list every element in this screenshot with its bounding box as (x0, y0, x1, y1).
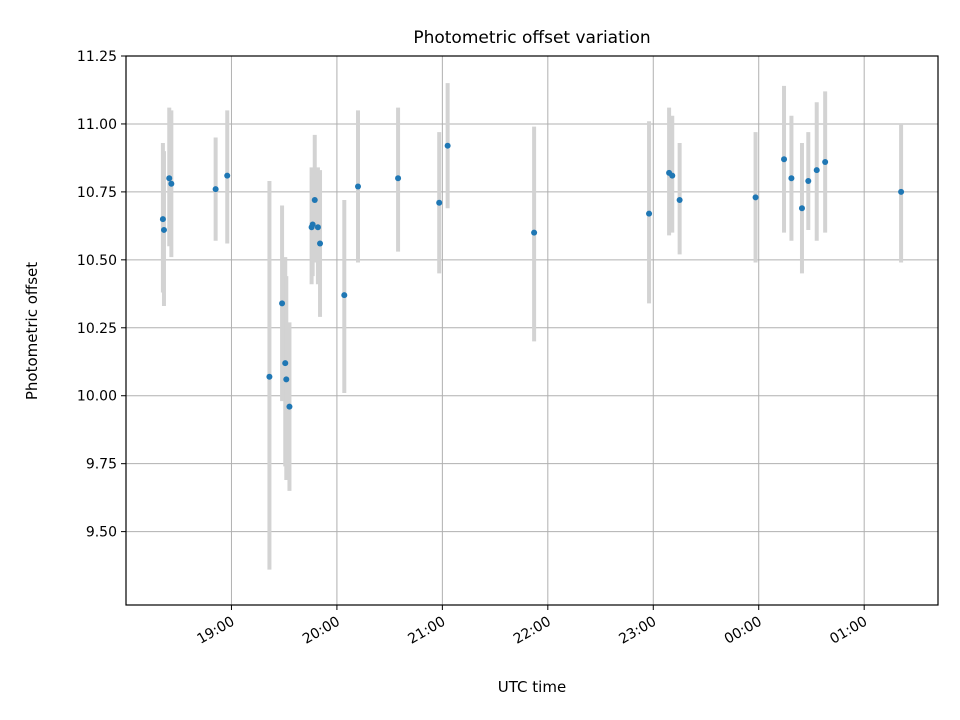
data-point (317, 240, 324, 247)
data-point (646, 210, 653, 217)
data-point (436, 199, 443, 206)
data-point (282, 360, 289, 367)
data-point (309, 221, 316, 228)
data-point (752, 194, 759, 201)
y-tick-label: 9.50 (86, 525, 117, 541)
data-point (311, 197, 318, 204)
data-point (355, 183, 361, 190)
y-tick-label: 10.00 (77, 389, 117, 405)
data-point (283, 376, 290, 383)
data-point (395, 175, 402, 182)
data-point (531, 229, 538, 236)
data-point (813, 167, 820, 174)
y-tick-label: 9.75 (86, 457, 117, 473)
y-tick-label: 11.25 (77, 49, 117, 65)
data-point (341, 292, 348, 299)
data-point (788, 175, 795, 182)
y-tick-label: 10.25 (77, 321, 117, 337)
data-point (805, 178, 812, 185)
data-point (212, 186, 219, 193)
data-point (676, 197, 683, 204)
y-tick-label: 10.50 (77, 253, 117, 269)
data-point (168, 180, 175, 187)
data-point (314, 224, 321, 231)
data-point (669, 172, 676, 179)
y-tick-label: 10.75 (77, 185, 117, 201)
y-axis-label: Photometric offset (23, 262, 41, 400)
y-tick-label: 11.00 (77, 117, 117, 133)
data-point (781, 156, 788, 163)
data-point (279, 300, 286, 307)
data-point (822, 158, 829, 165)
y-axis-ticks: 9.50 9.75 10.00 10.25 10.50 10.75 11.00 11.25 (77, 49, 126, 541)
data-point (898, 188, 905, 195)
data-points (159, 142, 905, 410)
data-point (224, 172, 231, 179)
chart-title: Photometric offset variation (413, 28, 650, 48)
data-point (166, 175, 173, 182)
data-point (266, 373, 273, 380)
data-point (159, 216, 166, 223)
data-point (798, 205, 805, 212)
data-point (444, 142, 451, 149)
data-point (286, 403, 293, 410)
x-axis-label: UTC time (498, 678, 566, 696)
plot-frame (125, 55, 939, 606)
data-point (160, 226, 167, 233)
